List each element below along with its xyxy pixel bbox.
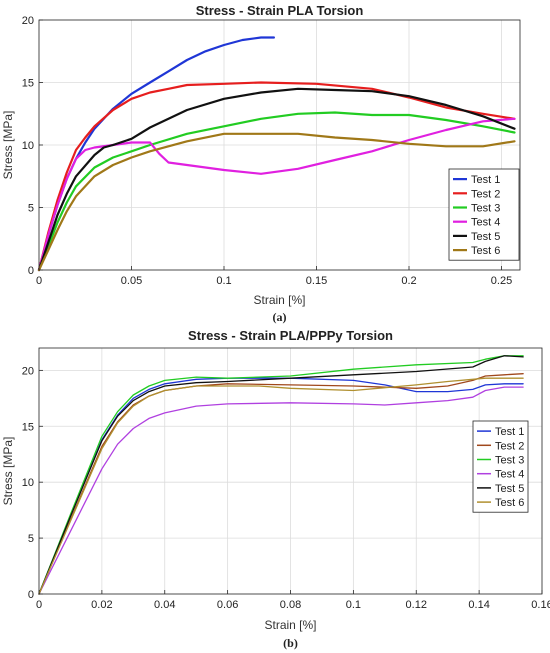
x-tick-label: 0: [36, 599, 42, 611]
figure-caption: (b): [283, 636, 298, 650]
x-axis-label: Strain [%]: [253, 293, 305, 307]
ticks: 0 0.05 0.1 0.15 0.2 0.25 0 5 10 15 20: [22, 15, 512, 287]
legend-label-6: Test 6: [471, 245, 500, 257]
y-tick-label: 15: [22, 78, 34, 90]
series-line-6: [37, 132, 516, 272]
legend-label-3: Test 3: [471, 203, 500, 215]
legend-label-1: Test 1: [495, 426, 524, 438]
legend-label-3: Test 3: [495, 455, 524, 467]
x-tick-label: 0.1: [346, 599, 361, 611]
legend: Test 1 Test 2 Test 3 Test 4 Test 5 Test 6: [472, 420, 529, 513]
y-tick-label: 5: [28, 203, 34, 215]
legend-label-2: Test 2: [495, 440, 524, 452]
series-line-3: [38, 355, 524, 595]
x-tick-label: 0.04: [154, 599, 175, 611]
x-tick-label: 0: [36, 275, 42, 287]
figure-caption: (a): [273, 310, 287, 324]
series-line-5: [38, 355, 524, 595]
y-tick-label: 0: [28, 265, 34, 277]
y-tick-label: 20: [22, 365, 34, 377]
legend-label-4: Test 4: [471, 217, 500, 229]
ticks: 0 0.02 0.04 0.06 0.08 0.1 0.12 0.14 0.16 0 5 10 15 20: [22, 365, 550, 611]
x-tick-label: 0.14: [468, 599, 489, 611]
series-line-5: [37, 87, 516, 272]
x-tick-label: 0.2: [401, 275, 416, 287]
chart-title: Stress - Strain PLA Torsion: [196, 3, 364, 18]
chart-title: Stress - Strain PLA/PPPy Torsion: [188, 328, 393, 343]
x-tick-label: 0.08: [280, 599, 301, 611]
x-tick-label: 0.05: [121, 275, 142, 287]
y-axis-label: Stress [MPa]: [1, 111, 15, 180]
x-tick-label: 0.16: [531, 599, 550, 611]
legend-label-1: Test 1: [471, 174, 500, 186]
legend-label-2: Test 2: [471, 188, 500, 200]
y-axis-label: Stress [MPa]: [1, 437, 15, 506]
series-line-3: [37, 111, 516, 272]
series-line-6: [38, 377, 524, 595]
x-axis-label: Strain [%]: [264, 618, 316, 632]
x-tick-label: 0.02: [91, 599, 112, 611]
legend-label-5: Test 5: [495, 483, 524, 495]
legend-label-5: Test 5: [471, 231, 500, 243]
y-tick-label: 10: [22, 140, 34, 152]
legend-box: [472, 420, 529, 513]
y-tick-label: 10: [22, 477, 34, 489]
y-tick-label: 20: [22, 15, 34, 27]
x-tick-label: 0.25: [491, 275, 512, 287]
series-group: [37, 36, 516, 272]
legend-box: [448, 168, 520, 261]
x-tick-label: 0.15: [306, 275, 327, 287]
series-line-4: [37, 117, 516, 272]
chart-1: 0 0.05 0.1 0.15 0.2 0.25 0 5 10 15 20 Stress - Stra…: [1, 3, 521, 324]
legend-label-4: Test 4: [495, 469, 524, 481]
y-tick-label: 0: [28, 589, 34, 601]
legend: Test 1 Test 2 Test 3 Test 4 Test 5 Test 6: [448, 168, 520, 261]
x-tick-label: 0.12: [406, 599, 427, 611]
y-tick-label: 15: [22, 421, 34, 433]
legend-label-6: Test 6: [495, 497, 524, 509]
x-tick-label: 0.1: [216, 275, 231, 287]
series-group: [38, 355, 524, 595]
chart-2: 0 0.02 0.04 0.06 0.08 0.1 0.12 0.14 0.16 0 5 10 15 20…: [1, 328, 550, 650]
series-line-4: [38, 386, 524, 595]
y-tick-label: 5: [28, 533, 34, 545]
x-tick-label: 0.06: [217, 599, 238, 611]
